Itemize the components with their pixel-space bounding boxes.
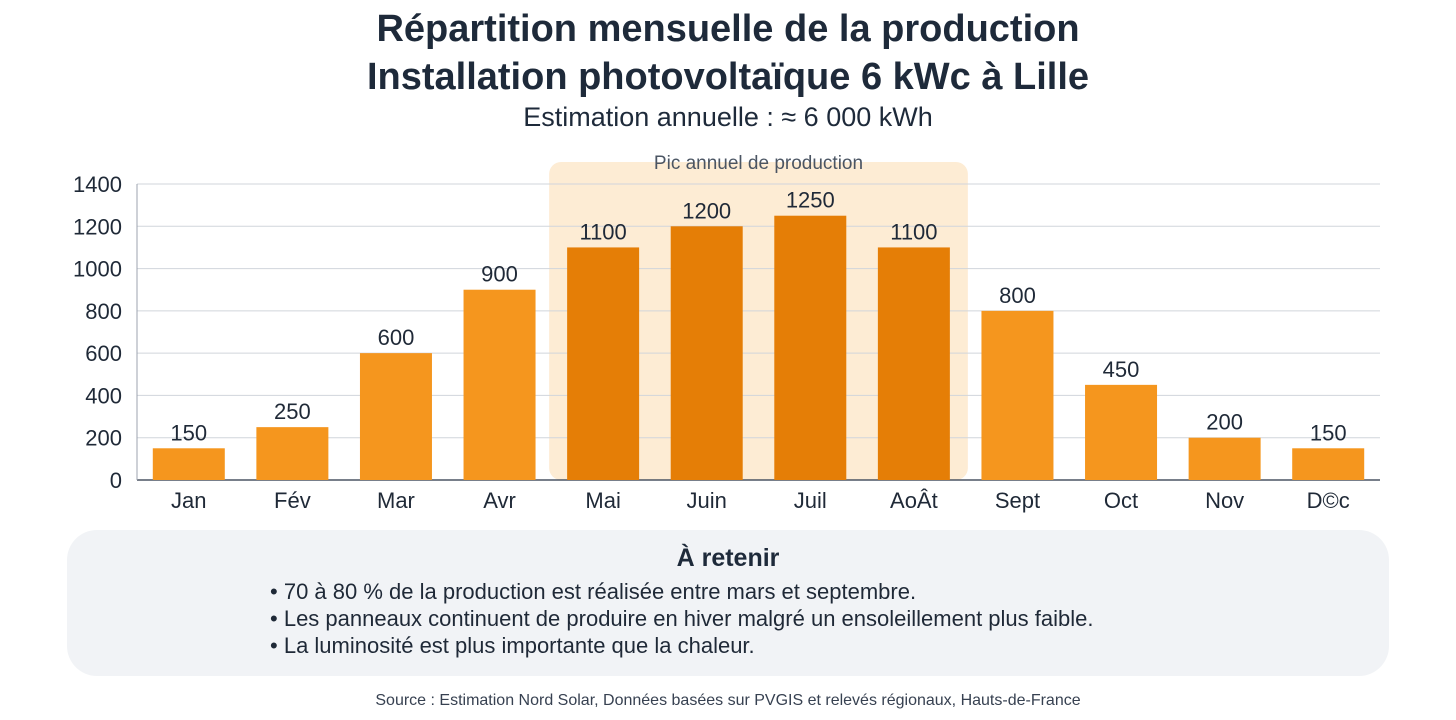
- takeaway-item: La luminosité est plus importante que la…: [270, 632, 1093, 659]
- data-label: 1100: [890, 219, 937, 244]
- y-tick-label: 200: [85, 426, 122, 451]
- bar: [256, 427, 329, 480]
- data-label: 150: [170, 420, 207, 445]
- x-tick-label: Juil: [794, 488, 827, 513]
- peak-highlight-label: Pic annuel de production: [654, 153, 863, 174]
- chart-title-line-2: Installation photovoltaïque 6 kWc à Lill…: [366, 56, 1090, 98]
- takeaway-item: Les panneaux continuent de produire en h…: [270, 605, 1094, 632]
- bar: [670, 226, 743, 480]
- x-tick-label: Juin: [687, 488, 727, 513]
- chart-subtitle: Estimation annuelle : ≈ 6 000 kWh: [523, 102, 933, 132]
- y-tick-label: 1200: [73, 214, 122, 239]
- data-label: 1100: [579, 219, 626, 244]
- bar: [359, 353, 432, 480]
- bar: [1188, 437, 1261, 480]
- data-label: 450: [1103, 357, 1140, 382]
- bar: [152, 448, 225, 480]
- data-label: 900: [481, 262, 518, 287]
- x-tick-label: Avr: [483, 488, 516, 513]
- y-tick-label: 600: [85, 341, 122, 366]
- bar: [1085, 384, 1158, 480]
- takeaway-box: À retenir 70 à 80 % de la production est…: [67, 530, 1389, 676]
- bar: [877, 247, 950, 480]
- x-tick-label: Jan: [171, 488, 206, 513]
- x-tick-label: Mar: [377, 488, 415, 513]
- peak-highlight-region: [549, 162, 968, 480]
- y-tick-label: 0: [110, 468, 122, 493]
- data-label: 800: [999, 283, 1036, 308]
- takeaway-item: 70 à 80 % de la production est réalisée …: [270, 578, 1093, 605]
- chart-title: Répartition mensuelle de la production: [376, 8, 1080, 50]
- bar-chart: Pic annuel de production 0 200 400 600 800 100…: [73, 153, 1380, 513]
- y-tick-label: 400: [85, 383, 122, 408]
- bar: [567, 247, 640, 480]
- data-label: 250: [274, 399, 311, 424]
- x-tick-label: Oct: [1104, 488, 1138, 513]
- x-tick-label: Fév: [274, 488, 311, 513]
- data-label: 1200: [682, 198, 731, 223]
- takeaway-list: 70 à 80 % de la production est réalisée …: [270, 578, 1094, 659]
- y-tick-label: 1400: [73, 172, 122, 197]
- bar: [981, 310, 1054, 480]
- source-note: Source : Estimation Nord Solar, Données …: [375, 692, 1081, 709]
- bar: [774, 215, 847, 480]
- x-tick-label: Mai: [585, 488, 620, 513]
- data-label: 200: [1206, 410, 1243, 435]
- data-label: 600: [378, 325, 415, 350]
- data-label: 150: [1310, 420, 1347, 445]
- x-tick-label: AoÂt: [890, 488, 938, 513]
- takeaway-title: À retenir: [676, 544, 780, 572]
- y-tick-label: 1000: [73, 257, 122, 282]
- x-tick-label: Sept: [995, 488, 1040, 513]
- x-tick-label: D©c: [1307, 488, 1350, 513]
- bar: [1292, 448, 1365, 480]
- x-tick-label: Nov: [1205, 488, 1244, 513]
- data-label: 1250: [786, 188, 835, 213]
- y-tick-label: 800: [85, 299, 122, 324]
- bar: [463, 289, 536, 480]
